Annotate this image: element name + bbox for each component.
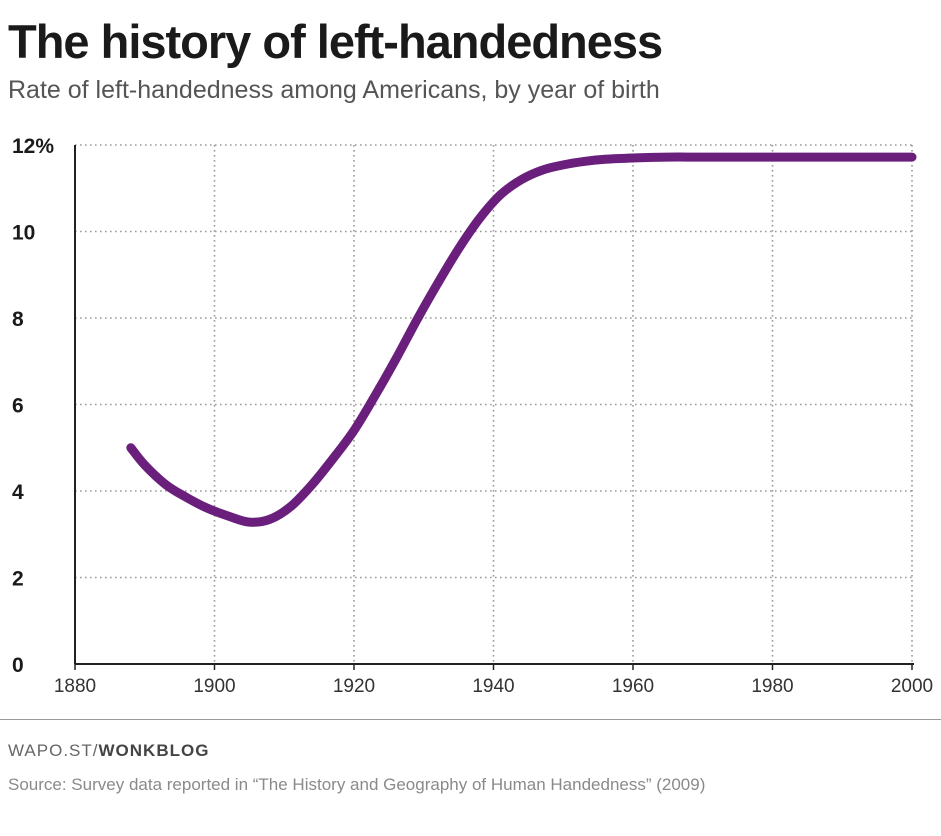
x-tick-label-1940: 1940 [472,676,514,697]
chart-title: The history of left-handedness [8,15,663,68]
series-line-0 [126,152,917,527]
y-tick-label-2: 2 [12,568,24,591]
y-tick-label-10: 10 [12,222,35,245]
label-layer: 0 2 4 6 8 10 12% 1880 1900 1920 1940 1960 1980 2000 [12,135,933,697]
y-tick-label-8: 8 [12,308,24,331]
source-note: Source: Survey data reported in “The His… [8,775,706,794]
axis-layer [74,145,914,670]
x-tick-label-1880: 1880 [54,676,96,697]
left-handedness-line-chart: 0 2 4 6 8 10 12% 1880 1900 1920 1940 1960 1980 2000 [12,135,933,697]
x-tick-label-1900: 1900 [193,676,235,697]
credit-brand: WONKBLOG [98,741,210,760]
credit-line: WAPO.ST/WONKBLOG [8,741,209,761]
x-tick-label-1920: 1920 [333,676,375,697]
y-tick-label-12: 12% [12,135,54,158]
x-tick-label-2000: 2000 [891,676,933,697]
grid-layer [75,144,913,664]
x-tick-label-1960: 1960 [612,676,654,697]
footer-divider [0,719,941,720]
x-tick-label-1980: 1980 [751,676,793,697]
y-tick-label-6: 6 [12,395,24,418]
series-layer [126,152,917,527]
credit-prefix: WAPO.ST/ [8,741,99,760]
chart-subtitle: Rate of left-handedness among Americans,… [8,76,660,104]
y-tick-label-4: 4 [12,481,24,504]
y-tick-label-0: 0 [12,654,24,677]
